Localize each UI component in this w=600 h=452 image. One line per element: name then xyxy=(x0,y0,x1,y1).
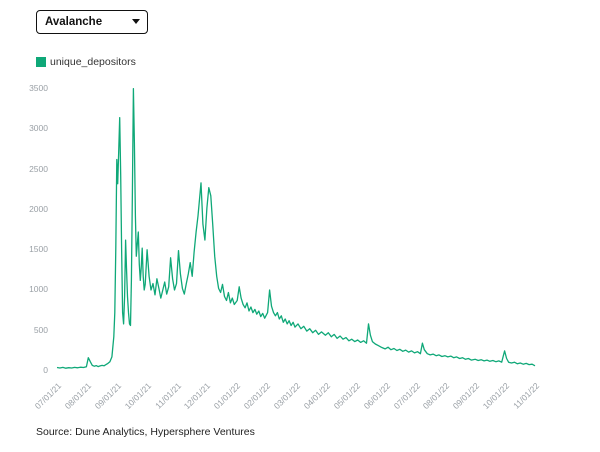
source-note: Source: Dune Analytics, Hypersphere Vent… xyxy=(36,426,255,438)
y-axis-label: 1500 xyxy=(29,244,48,255)
unique_depositors-line xyxy=(56,87,536,369)
y-axis-label: 500 xyxy=(33,324,48,335)
line-chart-svg xyxy=(56,87,536,369)
legend: unique_depositors xyxy=(36,56,136,68)
chain-select[interactable]: Avalanche xyxy=(36,10,148,34)
line-chart xyxy=(55,84,545,371)
y-axis-label: 3000 xyxy=(29,123,48,134)
legend-label: unique_depositors xyxy=(50,56,136,68)
y-axis-label: 2500 xyxy=(29,163,48,174)
y-axis-label: 1000 xyxy=(29,284,48,295)
legend-swatch-icon xyxy=(36,57,46,67)
chain-select-wrap: Avalanche xyxy=(36,10,148,34)
y-axis-label: 2000 xyxy=(29,203,48,214)
y-axis-label: 3500 xyxy=(29,83,48,93)
y-axis-label: 0 xyxy=(43,365,48,375)
